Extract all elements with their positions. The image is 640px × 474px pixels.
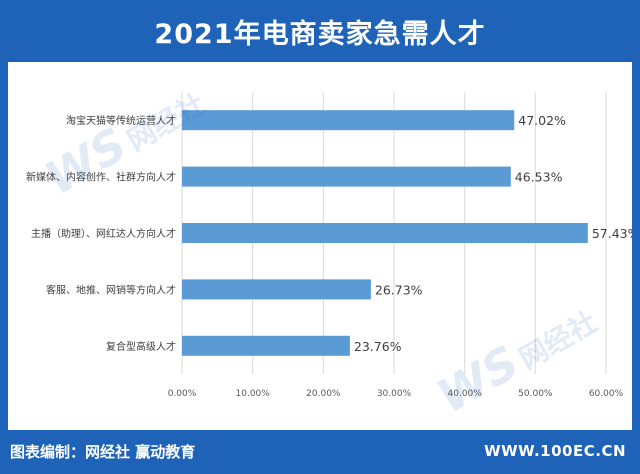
data-label: 26.73% [375,282,423,297]
x-tick-label: 40.00% [448,389,483,399]
category-label: 客服、地推、网销等方向人才 [46,283,176,296]
bar [182,279,371,300]
footer: 图表编制：网经社 赢动教育 WWW.100EC.CN [0,432,640,474]
bar [182,110,515,131]
x-tick-label: 50.00% [518,389,553,399]
category-label: 复合型高级人才 [106,340,176,353]
data-label: 47.02% [518,113,566,128]
x-tick-label: 60.00% [589,389,624,399]
bar [182,223,588,243]
chart-panel: 淘宝天猫等传统运营人才新媒体、内容创作、社群方向人才 主播（助理）、网红达人方向人… [8,62,640,430]
x-tick-label: 20.00% [306,389,341,399]
category-label: 主播（助理）、网红达人方向人才 [31,227,176,240]
x-tick-label: 30.00% [377,389,412,399]
bar [182,335,350,356]
category-label: 新媒体、内容创作、社群方向人才 [26,171,176,184]
data-label: 23.76% [354,339,402,354]
footer-credit: 图表编制：网经社 赢动教育 [10,443,196,461]
data-label: 57.43% [592,226,632,241]
x-tick-label: 10.00% [236,389,271,399]
header: 2021年电商卖家急需人才 [0,0,640,62]
x-tick-label: 0.00% [168,389,197,399]
bar-chart: 淘宝天猫等传统运营人才新媒体、内容创作、社群方向人才主播（助理）、网红达人方向人… [26,92,640,399]
category-label: 淘宝天猫等传统运营人才 [66,114,176,127]
chart-title: 2021年电商卖家急需人才 [154,18,486,50]
footer-site: WWW.100EC.CN [484,442,626,460]
bar [182,166,511,187]
data-label: 46.53% [515,170,563,185]
